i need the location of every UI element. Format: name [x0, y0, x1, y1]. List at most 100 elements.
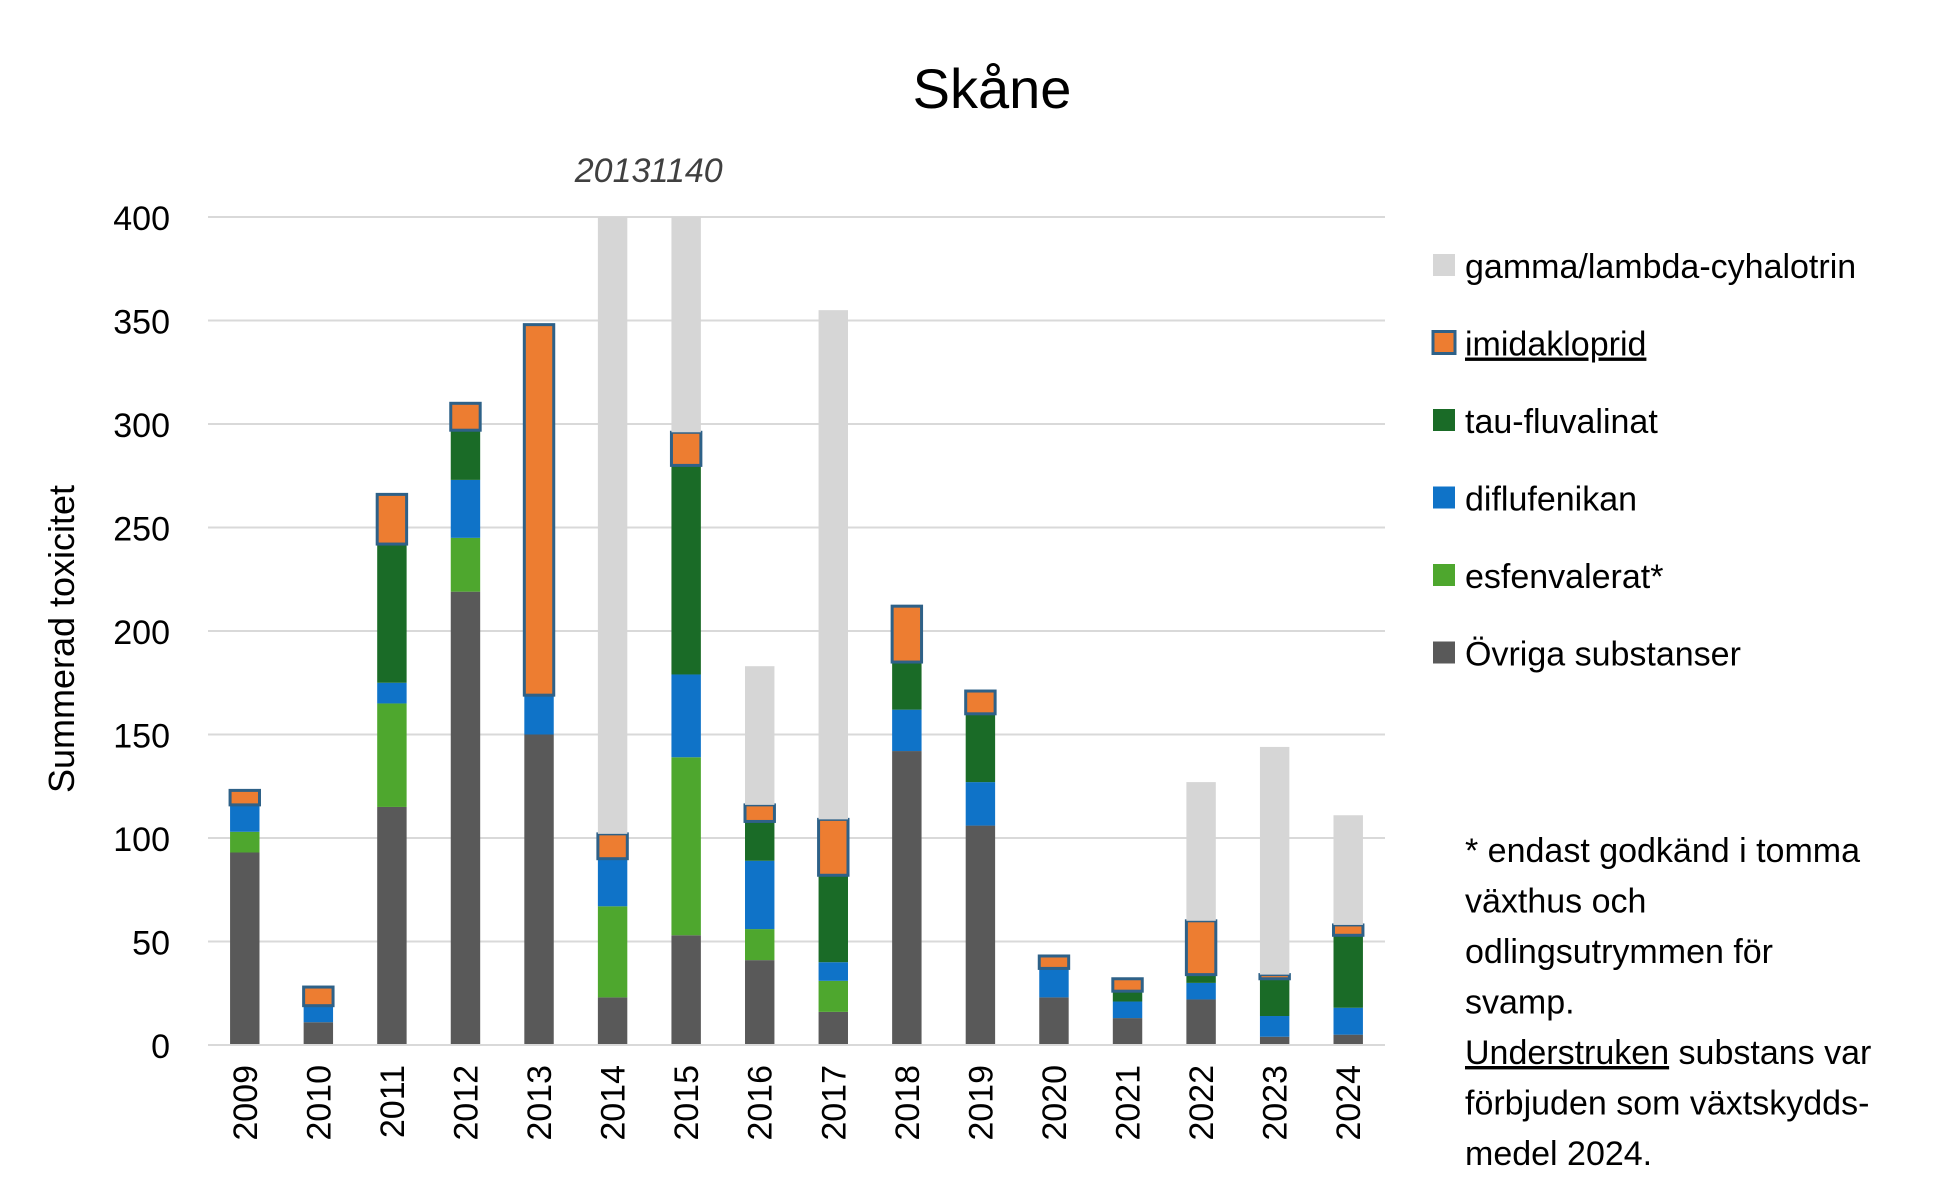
legend-label: diflufenikan: [1465, 481, 1637, 519]
bar-segment: [450, 479, 481, 538]
bars: [228, 217, 1365, 1045]
bar-segment: [449, 401, 482, 432]
legend-swatch: [1431, 330, 1457, 355]
footnote-line: odlingsutrymmen för: [1465, 933, 1773, 971]
bar-segment: [1186, 974, 1216, 983]
bar-segment: [1333, 815, 1363, 925]
bar-segment: [230, 804, 260, 832]
bar-segment: [818, 310, 848, 820]
y-tick-label: 0: [151, 1028, 170, 1066]
bar-segment: [1184, 919, 1218, 977]
bar-segment: [377, 703, 407, 807]
bar-segment: [671, 465, 701, 675]
bar-segment: [1333, 1034, 1363, 1045]
bar-segment: [1186, 782, 1216, 921]
bar-segment: [745, 860, 775, 930]
bar-segment: [228, 788, 261, 807]
bar-segment: [302, 985, 335, 1008]
bar-segment: [1259, 978, 1290, 1017]
bar-segment: [818, 1011, 848, 1045]
bar-segment: [745, 666, 775, 805]
legend-swatch: [1433, 486, 1455, 509]
bar-segment: [1259, 746, 1290, 975]
bar-segment: [818, 980, 848, 1012]
bar-segment: [375, 492, 409, 546]
bar-segment: [450, 430, 481, 480]
x-tick-label: 2017: [815, 1065, 853, 1141]
bar-segment: [671, 935, 701, 1045]
bar-segment: [1186, 982, 1216, 1000]
x-tick-label: 2024: [1330, 1065, 1368, 1141]
bar-segment: [669, 430, 703, 467]
legend: gamma/lambda-cyhalotrin imidakloprid tau-f…: [1431, 248, 1856, 674]
bar-segment: [1259, 1036, 1290, 1045]
bar-segment: [964, 689, 997, 716]
footnote-line: förbjuden som växtskydds-: [1465, 1085, 1869, 1123]
bar-segment: [890, 604, 924, 664]
bar-segment: [377, 806, 407, 1045]
footnote-line: växthus och: [1465, 883, 1646, 921]
y-axis-ticks: 0 50 100 150 200 250 300 350 400: [113, 200, 170, 1066]
footnote-line: Understruken substans var: [1465, 1034, 1871, 1072]
bar-segment: [522, 323, 556, 697]
x-tick-label: 2018: [889, 1065, 927, 1141]
bar-segment: [524, 734, 554, 1045]
chart-title: Skåne: [913, 57, 1072, 120]
bar-segment: [745, 929, 775, 961]
y-tick-label: 350: [113, 304, 170, 342]
annotations: 2013 1140: [574, 152, 723, 190]
bar-segment: [377, 682, 407, 704]
bar-segment: [745, 960, 775, 1045]
bar-segment: [1332, 923, 1365, 937]
bar-segment: [524, 695, 554, 735]
bar-segment: [1112, 991, 1143, 1002]
bar-segment: [1333, 935, 1363, 1008]
y-axis-label: Summerad toxicitet: [41, 485, 82, 793]
x-tick-label: 2022: [1183, 1065, 1221, 1141]
bar-segment: [671, 757, 701, 936]
bar-segment: [597, 217, 628, 834]
bar-segment: [745, 821, 775, 861]
footnote-line: medel 2024.: [1465, 1135, 1652, 1173]
x-axis-ticks: 2009 2010 2011 2012 2013 2014 2015 2016 2017 2018…: [227, 1065, 1368, 1141]
bar-segment: [597, 906, 628, 998]
bar-segment: [1112, 1001, 1143, 1019]
footnote-line: * endast godkänd i tomma: [1465, 832, 1860, 870]
legend-label: Övriga substanser: [1465, 636, 1741, 674]
bar-segment: [818, 875, 848, 963]
legend-label: tau-fluvalinat: [1465, 403, 1658, 441]
bar-segment: [818, 962, 848, 981]
x-tick-label: 2013: [521, 1065, 559, 1141]
bar-segment: [892, 709, 922, 752]
legend-label: esfenvalerat*: [1465, 558, 1663, 596]
bar-segment: [817, 817, 850, 877]
x-tick-label: 2014: [595, 1065, 633, 1141]
bar-segment: [892, 751, 922, 1045]
footnote-underlined-word: Understruken: [1465, 1034, 1669, 1072]
bar-segment: [965, 713, 996, 783]
x-tick-label: 2023: [1257, 1065, 1295, 1141]
bar-segment: [377, 544, 407, 683]
x-tick-label: 2020: [1036, 1065, 1074, 1141]
footnote: * endast godkänd i tomma växthus och odlin…: [1465, 832, 1871, 1173]
x-tick-label: 2011: [374, 1065, 412, 1138]
bar-segment: [1258, 973, 1291, 981]
y-tick-label: 200: [113, 614, 170, 652]
bar-segment: [892, 662, 922, 710]
bar-segment: [965, 825, 996, 1045]
bar-segment: [671, 217, 701, 433]
footnote-line-rest: substans var: [1669, 1034, 1871, 1072]
y-tick-label: 150: [113, 718, 170, 756]
bar-segment: [1111, 977, 1144, 993]
x-tick-label: 2016: [742, 1065, 780, 1141]
x-tick-label: 2015: [668, 1065, 706, 1141]
bar-segment: [1259, 1016, 1290, 1037]
bar-segment: [596, 832, 629, 861]
bar-value-annotation: 1140: [650, 152, 723, 190]
y-tick-label: 400: [113, 200, 170, 238]
bar-segment: [303, 1005, 334, 1023]
y-tick-label: 100: [113, 821, 170, 859]
bar-segment: [1039, 968, 1069, 998]
bar-segment: [1112, 1018, 1143, 1045]
